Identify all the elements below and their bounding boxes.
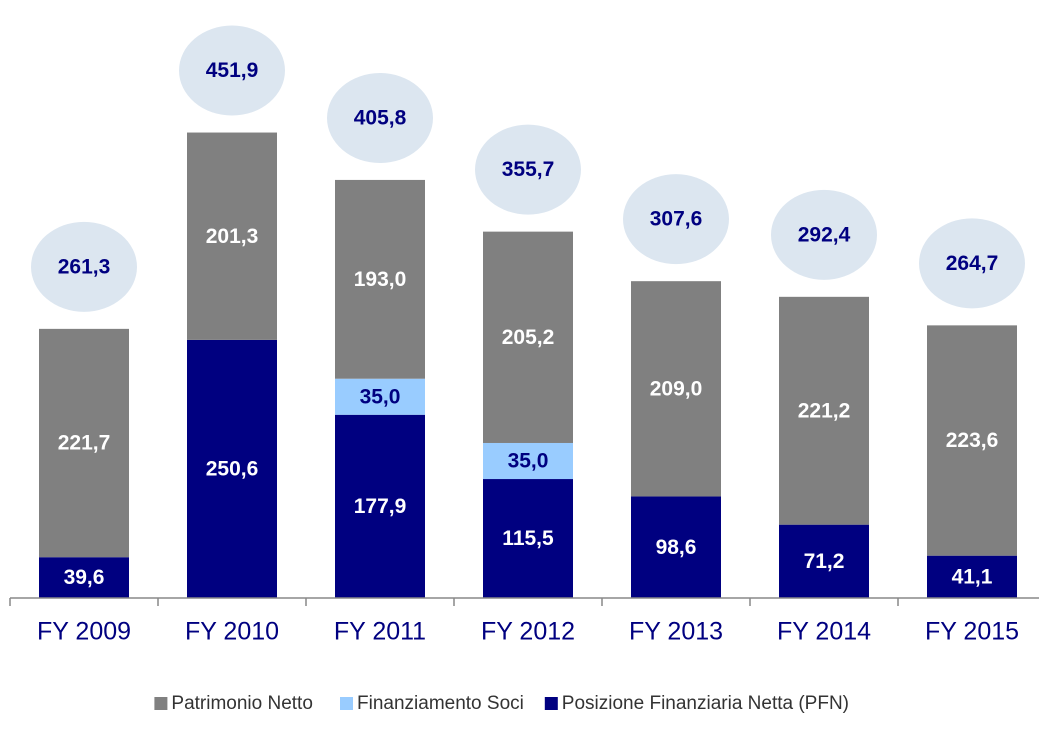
total-label: 264,7 (946, 252, 999, 275)
value-label: 205,2 (502, 326, 555, 349)
bar-segment (335, 414, 425, 598)
total-label: 355,7 (502, 158, 555, 181)
value-label: 221,2 (798, 399, 851, 422)
bar-segment (335, 179, 425, 379)
bar-segment (39, 557, 129, 598)
x-tick-label: FY 2013 (629, 618, 723, 646)
value-label: 223,6 (946, 429, 999, 452)
value-label: 35,0 (360, 385, 401, 408)
bar-segment (483, 442, 573, 480)
bar-segment (483, 479, 573, 598)
bar-segment (39, 328, 129, 558)
bar-segment (631, 496, 721, 598)
value-label: 41,1 (952, 565, 993, 588)
value-label: 39,6 (64, 566, 105, 589)
value-label: 177,9 (354, 495, 407, 518)
x-tick-label: FY 2011 (334, 618, 426, 646)
legend-label: Patrimonio Netto (171, 693, 313, 714)
total-bubble (475, 124, 581, 215)
bar-segment (187, 339, 277, 598)
total-label: 451,9 (206, 59, 259, 82)
value-label: 250,6 (206, 457, 259, 480)
x-tick-label: FY 2009 (37, 618, 131, 646)
total-label: 292,4 (798, 223, 851, 246)
total-label: 307,6 (650, 208, 703, 231)
legend-label: Posizione Finanziaria Netta (PFN) (562, 693, 849, 714)
bar-segment (187, 132, 277, 340)
bar-segment (927, 555, 1017, 598)
value-label: 209,0 (650, 377, 703, 400)
total-bubble (771, 189, 877, 280)
bar-segment (335, 378, 425, 415)
bar-segment (779, 524, 869, 598)
value-label: 71,2 (804, 550, 845, 573)
value-label: 221,7 (58, 432, 111, 455)
bar-segment (779, 296, 869, 525)
bar-segment (631, 281, 721, 497)
total-bubble (327, 73, 433, 164)
x-tick-label: FY 2015 (925, 618, 1019, 646)
legend-swatch (340, 697, 353, 710)
total-bubble (919, 218, 1025, 309)
x-tick-label: FY 2012 (481, 618, 575, 646)
legend-swatch (544, 697, 558, 710)
total-label: 405,8 (354, 107, 407, 130)
value-label: 201,3 (206, 225, 259, 248)
total-bubble (623, 174, 729, 265)
total-label: 261,3 (58, 255, 111, 278)
bar-segment (927, 325, 1017, 556)
legend-swatch (154, 697, 168, 710)
total-bubble (179, 25, 285, 116)
legend-label: Finanziamento Soci (357, 693, 524, 714)
value-label: 193,0 (354, 268, 407, 291)
bar-segment (483, 231, 573, 443)
value-label: 115,5 (502, 527, 554, 550)
x-tick-label: FY 2014 (777, 618, 871, 646)
value-label: 98,6 (656, 536, 697, 559)
total-bubble (31, 221, 137, 312)
value-label: 35,0 (508, 450, 549, 473)
x-tick-label: FY 2010 (185, 618, 279, 646)
